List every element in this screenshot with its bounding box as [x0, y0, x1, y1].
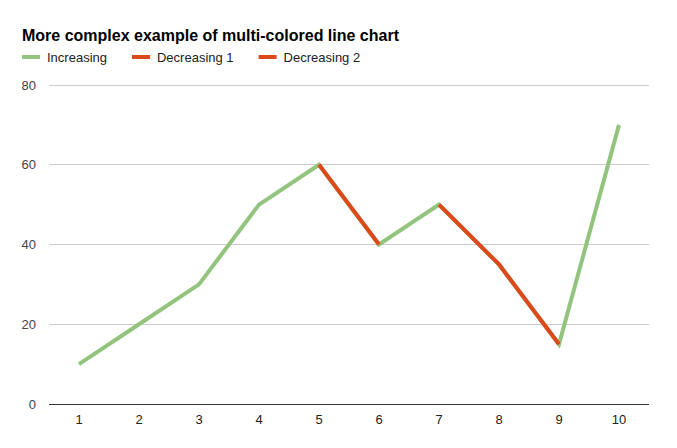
- x-tick-label: 6: [375, 412, 382, 427]
- y-tick-label: 80: [22, 78, 36, 93]
- grid-line: [49, 85, 649, 86]
- x-tick-label: 5: [315, 412, 322, 427]
- x-tick-label: 2: [135, 412, 142, 427]
- x-tick-label: 9: [555, 412, 562, 427]
- y-tick-label: 40: [22, 237, 36, 252]
- x-tick-label: 3: [195, 412, 202, 427]
- grid-line: [49, 244, 649, 245]
- x-tick-label: 4: [255, 412, 262, 427]
- chart-svg: More complex example of multi-colored li…: [0, 0, 677, 448]
- series-line: [439, 205, 559, 345]
- x-tick-label: 1: [75, 412, 82, 427]
- x-tick-label: 10: [612, 412, 626, 427]
- legend-label: Decreasing 1: [157, 50, 234, 65]
- x-tick-label: 7: [435, 412, 442, 427]
- grid-line: [49, 164, 649, 165]
- legend-swatch: [22, 55, 40, 59]
- plot-area: [79, 125, 619, 364]
- grid-line: [49, 404, 649, 405]
- chart-title: More complex example of multi-colored li…: [22, 27, 400, 44]
- x-tick-label: 8: [495, 412, 502, 427]
- legend-swatch: [132, 55, 150, 59]
- y-tick-label: 60: [22, 157, 36, 172]
- legend-label: Increasing: [47, 50, 107, 65]
- legend: Increasing Decreasing 1 Decreasing 2: [22, 50, 360, 65]
- y-tick-label: 20: [22, 317, 36, 332]
- legend-swatch: [259, 55, 277, 59]
- y-tick-label: 0: [29, 397, 36, 412]
- chart-root: More complex example of multi-colored li…: [0, 0, 677, 448]
- series-line: [79, 125, 619, 364]
- legend-label: Decreasing 2: [284, 50, 361, 65]
- series-line: [319, 165, 379, 245]
